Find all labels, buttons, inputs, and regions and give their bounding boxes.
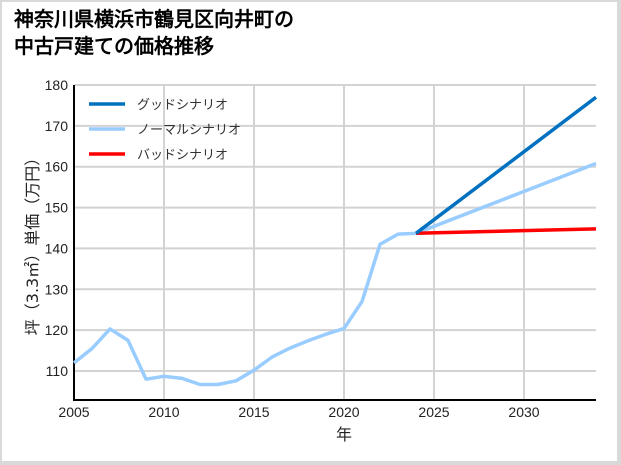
- chart-title-line2: 中古戸建ての価格推移: [14, 34, 214, 58]
- grid: [74, 84, 596, 400]
- y-axis-label: 坪（3.3㎡）単価（万円）: [23, 150, 42, 335]
- x-tick-label: 2010: [148, 404, 179, 420]
- chart-title-line1: 神奈川県横浜市鶴見区向井町の: [14, 7, 294, 31]
- series-line: [414, 95, 598, 235]
- y-tick-label: 140: [45, 240, 69, 256]
- chart-title: 神奈川県横浜市鶴見区向井町の 中古戸建ての価格推移: [14, 6, 294, 60]
- y-tick-label: 170: [45, 118, 69, 134]
- legend-label: ノーマルシナリオ: [137, 123, 241, 138]
- y-tick-label: 130: [45, 281, 69, 297]
- x-tick-label: 2005: [58, 404, 89, 420]
- x-axis-label: 年: [336, 425, 352, 444]
- y-tick-label: 180: [45, 77, 69, 93]
- x-tick-label: 2020: [328, 404, 359, 420]
- legend-label: グッドシナリオ: [137, 98, 228, 113]
- series-line: [72, 161, 597, 387]
- y-tick-label: 110: [46, 363, 69, 379]
- legend-label: バッドシナリオ: [137, 148, 228, 163]
- y-tick-label: 120: [45, 322, 69, 338]
- x-tick-label: 2030: [508, 404, 539, 420]
- x-tick-label: 2025: [418, 404, 449, 420]
- y-tick-label: 150: [45, 200, 69, 216]
- y-tick-label: 160: [45, 159, 69, 175]
- series-line: [415, 227, 597, 236]
- x-tick-label: 2015: [238, 404, 269, 420]
